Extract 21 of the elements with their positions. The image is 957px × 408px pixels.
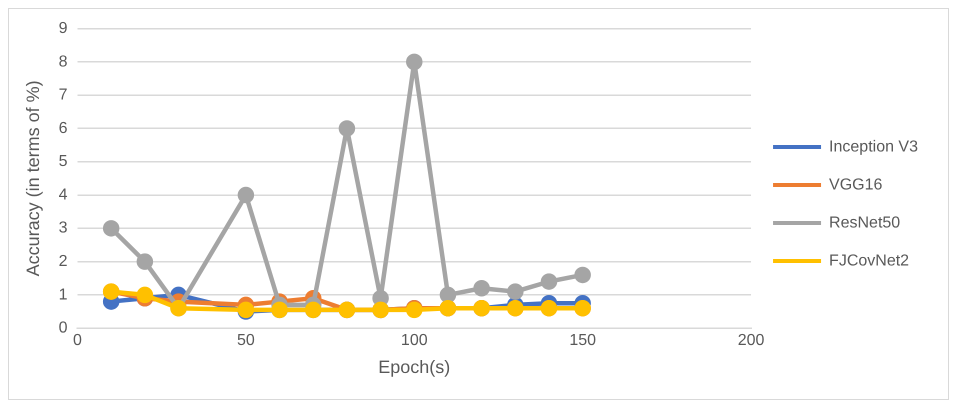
y-tick-label: 0 xyxy=(58,320,68,337)
legend-label: Inception V3 xyxy=(829,138,918,156)
x-tick-label: 50 xyxy=(236,332,255,350)
x-tick-label: 150 xyxy=(569,332,596,350)
y-tick-label: 3 xyxy=(58,220,68,237)
legend-label: VGG16 xyxy=(829,176,883,194)
y-tick-label: 8 xyxy=(58,53,68,70)
y-tick-label: 7 xyxy=(58,86,68,104)
x-axis-title: Epoch(s) xyxy=(378,357,450,378)
y-tick-label: 1 xyxy=(58,286,68,304)
x-tick-label: 100 xyxy=(400,332,428,350)
x-tick-label: 200 xyxy=(738,332,764,350)
legend-label: ResNet50 xyxy=(829,214,900,232)
y-tick-label: 4 xyxy=(58,186,68,204)
y-tick-label: 2 xyxy=(58,253,68,270)
x-tick-label: 0 xyxy=(73,332,82,350)
y-axis-title: Accuracy (in terms of %) xyxy=(22,80,43,276)
legend-label: FJCovNet2 xyxy=(829,252,910,270)
y-tick-label: 5 xyxy=(58,153,68,170)
y-tick-label: 9 xyxy=(58,20,68,38)
y-tick-label: 6 xyxy=(58,120,68,137)
